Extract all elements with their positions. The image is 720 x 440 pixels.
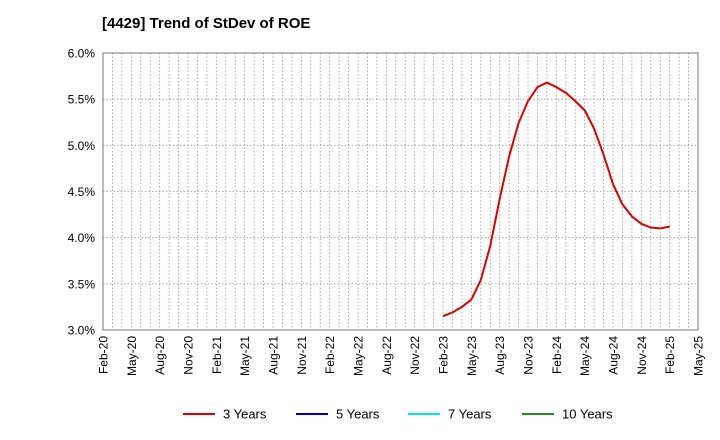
x-tick-label: May-20	[125, 336, 139, 376]
series-line-3-years	[442, 81, 670, 318]
chart-title: [4429] Trend of StDev of ROE	[102, 15, 311, 32]
x-tick-label: Feb-20	[97, 336, 111, 374]
legend-label-10-years: 10 Years	[562, 407, 613, 422]
y-tick-label: 5.5%	[68, 93, 96, 107]
x-tick-label: Feb-21	[210, 336, 224, 374]
x-tick-label: Feb-22	[323, 336, 337, 374]
plot-frame	[102, 52, 699, 331]
x-tick-label: May-23	[465, 336, 479, 376]
legend-layer: 3 Years 5 Years 7 Years 10 Years	[183, 407, 613, 422]
y-tick-label: 3.5%	[68, 277, 96, 291]
legend-label-3-years: 3 Years	[223, 407, 267, 422]
x-tick-label: Aug-24	[607, 336, 621, 375]
x-tick-label: May-25	[692, 336, 706, 376]
y-tick-label: 3.0%	[68, 324, 96, 338]
legend-label-7-years: 7 Years	[448, 407, 492, 422]
x-tick-label: Feb-23	[437, 336, 451, 374]
x-tick-label: Aug-22	[380, 336, 394, 375]
grid-layer	[103, 53, 698, 330]
x-tick-label: Nov-24	[635, 336, 649, 375]
x-tick-label: Nov-22	[408, 336, 422, 375]
x-tick-label: May-22	[352, 336, 366, 376]
y-tick-label: 4.0%	[68, 231, 96, 245]
series-layer	[442, 81, 670, 318]
x-tick-label: Feb-24	[550, 336, 564, 374]
legend-label-5-years: 5 Years	[336, 407, 380, 422]
x-tick-label: May-24	[578, 336, 592, 376]
y-tick-label: 6.0%	[68, 47, 96, 61]
x-tick-label: Aug-21	[267, 336, 281, 375]
y-tick-label: 5.0%	[68, 139, 96, 153]
x-tick-label: Nov-21	[295, 336, 309, 375]
x-tick-label: Nov-20	[182, 336, 196, 375]
x-tick-label: May-21	[238, 336, 252, 376]
axis-layer: 3.0% 3.5% 4.0% 4.5% 5.0% 5.5% 6.0% Feb-20 May-20…	[68, 47, 706, 377]
x-tick-label: Nov-23	[522, 336, 536, 375]
x-tick-label: Feb-25	[663, 336, 677, 374]
x-tick-label: Aug-20	[153, 336, 167, 375]
x-tick-label: Aug-23	[493, 336, 507, 375]
y-tick-label: 4.5%	[68, 185, 96, 199]
